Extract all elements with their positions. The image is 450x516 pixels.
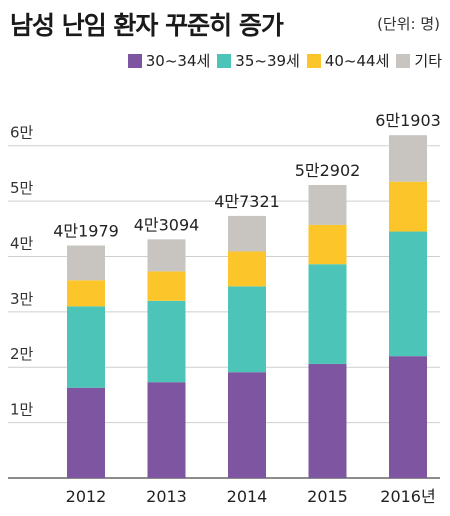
bar-segment-2015-30~34세 <box>308 363 347 478</box>
chart-title: 남성 난임 환자 꾸준히 증가 <box>10 11 284 40</box>
y-tick-label: 1만 <box>10 401 34 419</box>
x-tick-label-2012: 2012 <box>66 487 107 506</box>
y-tick-label: 3만 <box>10 290 34 308</box>
total-label-2015: 5만2902 <box>295 161 361 180</box>
legend-swatch-other <box>396 53 411 68</box>
legend-label-other: 기타 <box>414 52 442 70</box>
bar-segment-2012-35~39세 <box>67 306 105 388</box>
bar-segment-2012-30~34세 <box>67 387 105 478</box>
bar-segment-2013-40~44세 <box>147 271 186 301</box>
x-tick-label-2016년: 2016년 <box>380 487 435 506</box>
y-tick-label: 4만 <box>10 234 34 252</box>
total-label-2016년: 6만1903 <box>375 111 441 130</box>
legend-label-40-44: 40~44세 <box>324 52 390 70</box>
legend-item-other: 기타 <box>396 50 442 71</box>
bar-segment-2013-35~39세 <box>147 300 186 383</box>
y-tick-label: 2만 <box>10 345 34 363</box>
legend-swatch-35-39 <box>217 53 232 68</box>
bar-segment-2014-40~44세 <box>228 251 266 287</box>
bar-segment-2012-기타 <box>67 245 105 281</box>
legend-item-35-39: 35~39세 <box>217 50 300 71</box>
bar-segment-2015-기타 <box>308 185 347 225</box>
total-label-2014: 4만7321 <box>214 192 280 211</box>
legend: 30~34세 35~39세 40~44세 기타 <box>127 50 442 71</box>
legend-label-35-39: 35~39세 <box>235 52 300 70</box>
x-tick-label-2014: 2014 <box>227 487 268 506</box>
unit-label: (단위: 명) <box>377 15 440 33</box>
bar-segment-2014-30~34세 <box>228 372 266 478</box>
bar-segment-2013-기타 <box>147 239 186 272</box>
y-tick-label: 6만 <box>10 124 34 142</box>
x-tick-label-2015: 2015 <box>307 487 348 506</box>
x-tick-label-2013: 2013 <box>146 487 187 506</box>
legend-item-40-44: 40~44세 <box>306 50 390 71</box>
bar-segment-2014-35~39세 <box>228 286 266 373</box>
legend-item-30-34: 30~34세 <box>127 50 211 71</box>
bar-segment-2015-40~44세 <box>308 224 347 265</box>
total-label-2013: 4만3094 <box>134 215 200 234</box>
y-tick-label: 5만 <box>10 179 34 197</box>
legend-label-30-34: 30~34세 <box>145 52 211 70</box>
legend-swatch-30-34 <box>127 53 142 68</box>
bar-segment-2014-기타 <box>228 215 266 252</box>
total-label-2012: 4만1979 <box>53 222 119 241</box>
bar-segment-2016년-40~44세 <box>389 181 427 232</box>
bar-segment-2016년-35~39세 <box>389 231 427 357</box>
chart-header: 남성 난임 환자 꾸준히 증가 (단위: 명) <box>0 0 450 44</box>
bar-segment-2015-35~39세 <box>308 264 347 364</box>
bar-segment-2012-40~44세 <box>67 280 105 307</box>
bar-segment-2016년-기타 <box>389 135 427 182</box>
bar-segment-2016년-30~34세 <box>389 356 427 478</box>
legend-swatch-40-44 <box>306 53 321 68</box>
bar-segment-2013-30~34세 <box>147 382 186 478</box>
